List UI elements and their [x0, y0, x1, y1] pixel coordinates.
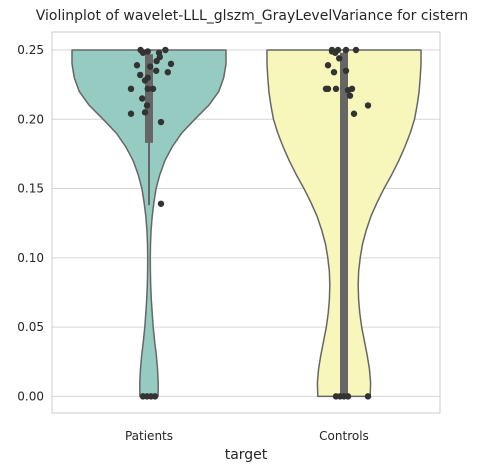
data-point	[141, 77, 149, 84]
data-point	[342, 46, 350, 54]
data-point	[164, 68, 171, 76]
data-point	[143, 102, 151, 109]
y-tick-label: 0.15	[17, 182, 44, 196]
data-point	[167, 60, 175, 68]
data-point	[346, 92, 354, 99]
data-point	[137, 71, 144, 79]
data-point	[153, 57, 160, 65]
y-tick-label: 0.05	[17, 320, 44, 334]
data-point	[153, 67, 160, 74]
iqr-box-controls	[340, 52, 348, 397]
data-point	[336, 55, 343, 62]
data-point	[141, 109, 149, 116]
iqr-box-patients	[145, 54, 153, 143]
data-point	[364, 102, 372, 109]
data-point	[352, 46, 360, 54]
y-tick-label: 0.20	[17, 112, 44, 126]
data-point	[144, 85, 151, 93]
data-point	[149, 85, 157, 93]
plot-frame	[51, 31, 441, 414]
data-point	[162, 46, 169, 54]
data-point	[127, 110, 135, 117]
data-point	[157, 118, 165, 126]
y-tick-label: 0.25	[17, 43, 44, 57]
violin-patients	[71, 49, 227, 398]
data-point	[147, 63, 154, 70]
data-point	[332, 85, 340, 93]
data-point	[350, 110, 358, 117]
data-point	[324, 62, 332, 69]
data-point	[133, 62, 141, 69]
x-axis-label: target	[225, 447, 268, 463]
data-point	[139, 49, 147, 56]
x-tick-labels: Patients Controls	[125, 429, 369, 443]
chart-title: Violinplot of wavelet-LLL_glszm_GrayLeve…	[36, 8, 468, 24]
data-point	[324, 85, 332, 93]
data-point	[330, 68, 338, 76]
data-point	[332, 49, 339, 56]
data-point	[344, 393, 352, 400]
data-point	[342, 67, 350, 74]
data-point	[344, 86, 352, 94]
y-tick-label: 0.10	[17, 251, 44, 265]
data-point	[139, 95, 146, 102]
y-tick-labels: 0.00 0.05 0.10 0.15 0.20 0.25	[17, 43, 44, 403]
data-point	[364, 393, 372, 400]
strip-points	[127, 46, 372, 400]
data-point	[157, 200, 165, 207]
data-point	[144, 48, 151, 55]
x-tick-label: Controls	[319, 429, 369, 443]
y-tick-label: 0.00	[17, 389, 44, 403]
data-point	[151, 393, 159, 400]
data-point	[127, 85, 135, 93]
x-tick-label: Patients	[125, 429, 173, 443]
